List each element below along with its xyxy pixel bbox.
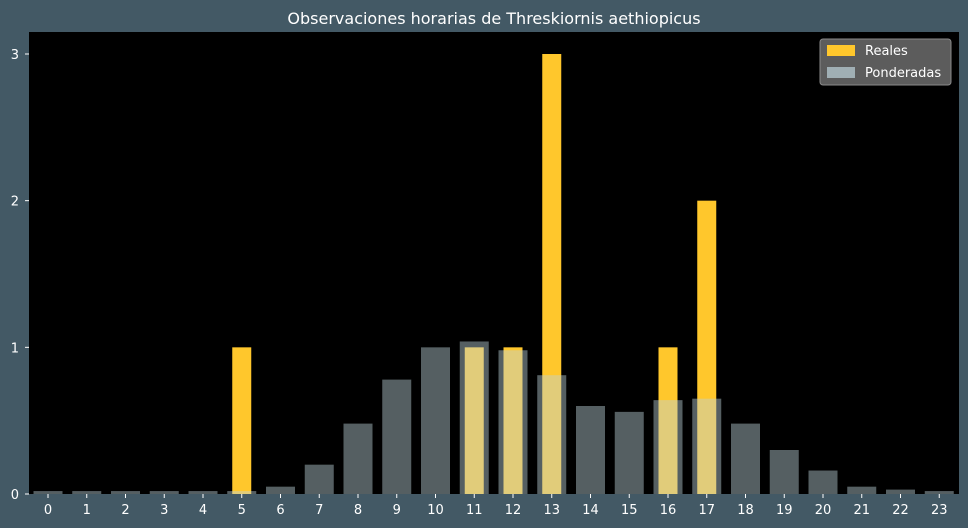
bar-ponderadas-22 [886,489,915,494]
bar-ponderadas-12 [498,350,528,494]
x-tick-label: 8 [354,503,362,518]
bar-ponderadas-1 [72,491,102,494]
bar-ponderadas-23 [924,491,954,494]
x-tick-label: 11 [466,503,483,518]
bar-ponderadas-17 [692,398,722,494]
bar-ponderadas-21 [847,486,877,494]
y-axis: 0 1 2 3 [11,48,29,503]
bar-reales-17 [697,200,717,494]
bar-ponderadas-3 [149,491,179,494]
bars-layer [33,54,954,494]
bar-ponderadas-11 [459,341,489,494]
x-tick-label: 19 [776,503,793,518]
x-tick-label: 16 [660,503,677,518]
x-tick-label: 4 [199,503,207,518]
x-tick-label: 13 [543,503,560,518]
chart-title: Observaciones horarias de Threskiornis a… [287,9,700,28]
bar-reales-11 [464,347,484,494]
bar-ponderadas-13 [537,375,567,494]
x-tick-label: 6 [276,503,284,518]
y-tick-label: 3 [11,48,19,63]
bar-reales-13 [542,54,562,494]
y-tick-label: 1 [11,341,19,356]
bar-reales-12 [503,347,523,494]
bar-ponderadas-14 [576,406,605,494]
x-tick-label: 1 [83,503,91,518]
legend-swatch-ponderadas [827,67,855,78]
x-tick-label: 2 [121,503,129,518]
x-tick-label: 17 [698,503,715,518]
x-tick-label: 15 [621,503,638,518]
bar-ponderadas-20 [808,470,838,494]
x-tick-label: 12 [505,503,522,518]
x-tick-label: 22 [892,503,909,518]
legend-label-ponderadas: Ponderadas [865,66,941,81]
x-tick-label: 14 [582,503,599,518]
bar-ponderadas-16 [653,400,683,494]
bar-ponderadas-4 [188,491,218,494]
x-tick-label: 3 [160,503,168,518]
bar-ponderadas-6 [266,486,295,494]
bar-ponderadas-10 [421,347,450,494]
bar-ponderadas-15 [614,411,644,494]
bar-ponderadas-2 [111,491,140,494]
y-tick-label: 0 [11,488,19,503]
bar-ponderadas-19 [769,450,799,494]
bar-ponderadas-5 [227,491,257,494]
bar-ponderadas-7 [304,464,334,494]
bar-ponderadas-0 [33,491,63,494]
plot-area [29,32,959,494]
x-tick-label: 23 [931,503,948,518]
bar-reales-5 [232,347,252,494]
legend: Reales Ponderadas [819,38,952,86]
bar-ponderadas-18 [731,423,760,494]
bar-ponderadas-9 [382,379,412,494]
legend-swatch-reales [827,45,855,56]
x-tick-label: 0 [44,503,52,518]
x-tick-label: 18 [737,503,754,518]
y-tick-label: 2 [11,195,19,210]
legend-label-reales: Reales [865,44,908,59]
x-tick-label: 21 [853,503,870,518]
x-tick-label: 9 [393,503,401,518]
bar-reales-16 [658,347,678,494]
x-tick-label: 5 [238,503,246,518]
x-axis: 0 1 2 3 4 5 6 7 8 9 10 11 12 13 14 15 16 17 18 19 20 21 22 23 [44,494,948,518]
x-tick-label: 10 [427,503,444,518]
x-tick-label: 20 [815,503,832,518]
x-tick-label: 7 [315,503,323,518]
bar-ponderadas-8 [343,423,373,494]
